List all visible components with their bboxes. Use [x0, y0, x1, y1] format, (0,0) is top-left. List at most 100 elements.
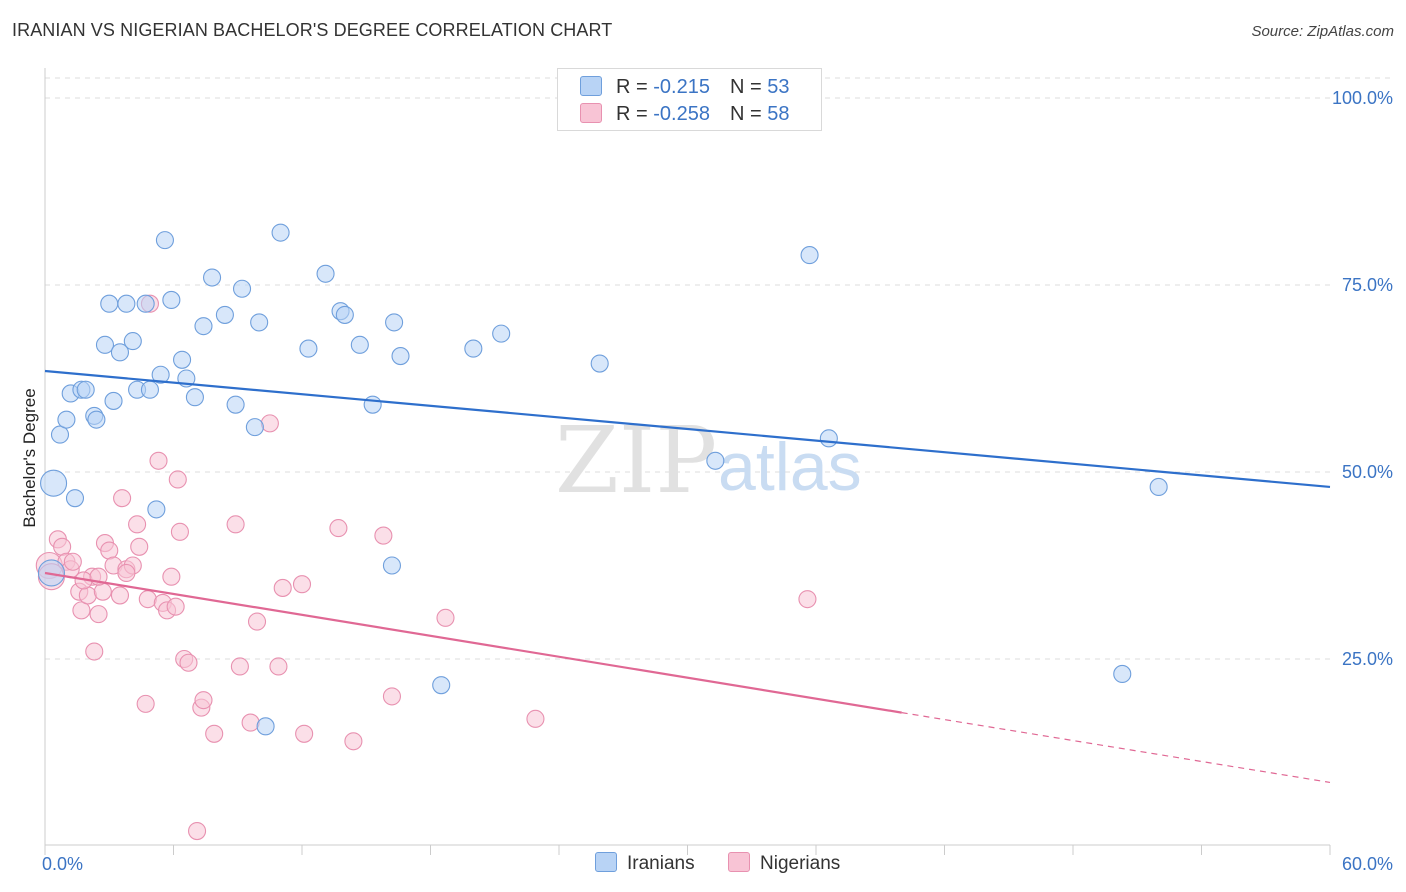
data-point-nigerians: [260, 414, 279, 433]
axes: 25.0% 50.0% 75.0% 100.0% 0.0% 60.0%: [42, 68, 1393, 874]
legend-row-iranians: R = -0.215 N = 53: [580, 76, 789, 100]
data-point-iranians: [232, 279, 252, 298]
data-point-nigerians: [226, 515, 245, 534]
data-point-nigerians: [241, 713, 260, 732]
data-point-nigerians: [93, 582, 112, 601]
y-axis-label: Bachelor's Degree: [20, 388, 39, 527]
data-point-iranians: [57, 410, 76, 429]
data-point-iranians: [706, 451, 725, 470]
data-point-iranians: [147, 500, 166, 519]
x-tick-label: 0.0%: [42, 854, 83, 874]
data-point-iranians: [464, 339, 483, 358]
data-point-iranians: [185, 388, 204, 407]
data-point-iranians: [65, 489, 85, 508]
data-point-iranians: [256, 717, 275, 736]
data-point-nigerians: [138, 590, 157, 609]
data-point-iranians: [492, 324, 511, 343]
data-point-nigerians: [72, 601, 91, 620]
data-point-iranians: [50, 425, 70, 444]
data-point-nigerians: [798, 590, 817, 609]
data-point-iranians: [363, 395, 382, 414]
data-point-nigerians: [166, 597, 185, 616]
data-point-nigerians: [230, 657, 249, 676]
data-point-iranians: [432, 676, 451, 695]
legend-item-iranians: Iranians: [595, 852, 695, 875]
legend-label-nigerians: Nigerians: [760, 853, 841, 874]
trend-lines: [44, 369, 1331, 784]
legend-label-iranians: Iranians: [627, 853, 695, 874]
data-point-iranians: [87, 410, 106, 429]
data-point-iranians: [162, 290, 181, 310]
data-point-nigerians: [374, 526, 393, 545]
y-tick-label: 100.0%: [1332, 88, 1393, 108]
legend-n-value: 58: [767, 103, 790, 125]
data-point-nigerians: [63, 552, 82, 571]
data-point-nigerians: [117, 563, 136, 583]
data-point-iranians: [136, 294, 155, 313]
data-point-iranians: [123, 332, 142, 351]
trend-line-extension-nigerians: [901, 712, 1331, 784]
data-point-nigerians: [526, 709, 545, 728]
data-point-nigerians: [85, 642, 104, 661]
data-point-iranians: [335, 305, 354, 324]
data-point-nigerians: [269, 657, 288, 676]
data-point-nigerians: [382, 687, 402, 706]
data-point-iranians: [350, 335, 369, 354]
data-point-iranians: [250, 313, 269, 332]
data-point-nigerians: [168, 470, 187, 489]
y-tick-label: 75.0%: [1342, 275, 1393, 295]
data-point-iranians: [110, 343, 130, 362]
data-point-nigerians: [128, 515, 147, 534]
data-point-nigerians: [100, 541, 119, 560]
data-point-nigerians: [179, 653, 198, 672]
y-tick-label: 50.0%: [1342, 462, 1393, 482]
data-point-iranians: [155, 231, 174, 250]
series-iranians: [37, 223, 1168, 736]
data-point-nigerians: [295, 724, 314, 743]
data-point-iranians: [819, 429, 838, 448]
legend-r-value: -0.258: [653, 103, 710, 125]
data-point-nigerians: [170, 522, 189, 541]
data-point-iranians: [173, 350, 192, 369]
legend-n-label: N =: [729, 76, 768, 98]
data-point-nigerians: [78, 586, 97, 605]
data-point-iranians: [316, 264, 335, 283]
legend-swatch-iranians: [595, 852, 617, 872]
data-point-nigerians: [113, 489, 132, 508]
data-point-iranians: [800, 246, 819, 265]
legend-n-label: N =: [729, 103, 768, 125]
data-point-iranians: [226, 395, 245, 414]
data-point-nigerians: [136, 694, 155, 713]
legend-swatch-iranians: [580, 76, 602, 96]
legend-item-nigerians: Nigerians: [728, 852, 840, 875]
data-point-iranians: [1149, 477, 1168, 497]
legend-row-nigerians: R = -0.258 N = 58: [580, 103, 789, 127]
data-point-iranians: [100, 294, 119, 313]
trend-line-iranians: [44, 369, 1331, 489]
data-point-nigerians: [436, 608, 455, 627]
legend-stats: R = -0.215 N = 53 R = -0.258 N = 58: [557, 68, 822, 131]
data-point-iranians: [385, 313, 404, 332]
chart-title: IRANIAN VS NIGERIAN BACHELOR'S DEGREE CO…: [12, 20, 613, 40]
x-tick-label: 60.0%: [1342, 854, 1393, 874]
data-point-iranians: [194, 317, 213, 336]
data-point-iranians: [1113, 664, 1132, 684]
data-point-nigerians: [273, 578, 292, 597]
data-point-iranians: [590, 354, 609, 373]
data-point-iranians: [151, 365, 170, 384]
data-point-iranians: [40, 469, 68, 497]
gridlines: [45, 77, 1392, 660]
data-point-nigerians: [89, 605, 108, 624]
source-label: Source: ZipAtlas.com: [1251, 23, 1394, 40]
data-point-iranians: [215, 305, 234, 324]
legend-n-value: 53: [767, 76, 790, 98]
data-point-iranians: [299, 339, 318, 358]
watermark-zip: ZIP: [555, 407, 717, 514]
data-point-iranians: [391, 347, 410, 366]
data-point-nigerians: [110, 586, 130, 605]
data-point-iranians: [117, 294, 136, 313]
legend-r-label: R =: [616, 76, 654, 98]
data-point-nigerians: [149, 451, 168, 470]
data-point-nigerians: [329, 519, 348, 538]
